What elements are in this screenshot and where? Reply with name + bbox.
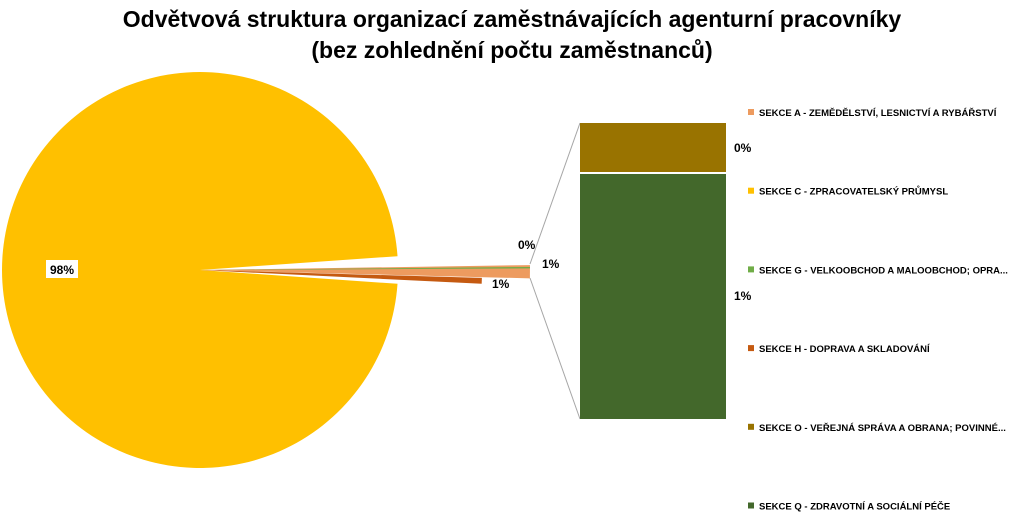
label-sekce-c: 98%	[50, 263, 74, 277]
connector-top	[529, 122, 581, 265]
connector-lines	[529, 122, 581, 420]
legend[interactable]: SEKCE A - ZEMĚDĚLSTVÍ, LESNICTVÍ A RYBÁŘ…	[748, 107, 1008, 513]
legend-swatch	[748, 345, 754, 352]
legend-label: SEKCE H - DOPRAVA A SKLADOVÁNÍ	[759, 344, 930, 355]
legend-swatch	[748, 187, 754, 194]
bar-segment-sekce-o	[580, 123, 726, 173]
label-sekce-o: 0%	[734, 141, 752, 155]
legend-swatch	[748, 109, 754, 115]
legend-item-sekce-h[interactable]: SEKCE H - DOPRAVA A SKLADOVÁNÍ	[748, 344, 930, 355]
legend-item-sekce-c[interactable]: SEKCE C - ZPRACOVATELSKÝ PRŮMYSL	[748, 186, 948, 198]
legend-item-sekce-g[interactable]: SEKCE G - VELKOOBCHOD A MALOOBCHOD; OPRA…	[748, 265, 1008, 276]
label-sekce-h: 1%	[492, 277, 510, 291]
slice-sekce-c	[1, 72, 398, 468]
legend-item-sekce-q[interactable]: SEKCE Q - ZDRAVOTNÍ A SOCIÁLNÍ PÉČE	[748, 501, 950, 513]
chart-subtitle-line: (bez zohlednění počtu zaměstnanců)	[311, 37, 713, 63]
legend-label: SEKCE O - VEŘEJNÁ SPRÁVA A OBRANA; POVIN…	[759, 422, 1006, 434]
breakdown-bar	[580, 123, 726, 419]
legend-swatch	[748, 423, 754, 430]
slice-sekce-g	[200, 266, 530, 270]
connector-bottom	[529, 277, 581, 420]
chart-title: Odvětvová struktura organizací zaměstnáv…	[0, 4, 1024, 66]
bar-segment-sekce-q	[580, 173, 726, 419]
label-sekce-a: 1%	[542, 257, 560, 271]
data-labels: 98% 0% 1% 1% 0% 1%	[46, 141, 752, 303]
chart-title-line: Odvětvová struktura organizací zaměstnáv…	[122, 6, 902, 32]
label-bg	[46, 260, 78, 278]
legend-swatch	[748, 502, 754, 509]
legend-label: SEKCE A - ZEMĚDĚLSTVÍ, LESNICTVÍ A RYBÁŘ…	[759, 107, 997, 119]
legend-item-sekce-o[interactable]: SEKCE O - VEŘEJNÁ SPRÁVA A OBRANA; POVIN…	[748, 422, 1006, 434]
legend-item-sekce-a[interactable]: SEKCE A - ZEMĚDĚLSTVÍ, LESNICTVÍ A RYBÁŘ…	[748, 107, 997, 119]
legend-label: SEKCE Q - ZDRAVOTNÍ A SOCIÁLNÍ PÉČE	[759, 501, 950, 513]
slice-sekce-h	[200, 270, 482, 284]
label-sekce-g: 0%	[518, 238, 536, 252]
legend-swatch	[748, 266, 754, 273]
label-sekce-q: 1%	[734, 289, 752, 303]
pie	[1, 72, 530, 468]
legend-label: SEKCE C - ZPRACOVATELSKÝ PRŮMYSL	[759, 186, 948, 198]
legend-label: SEKCE G - VELKOOBCHOD A MALOOBCHOD; OPRA…	[759, 265, 1008, 276]
